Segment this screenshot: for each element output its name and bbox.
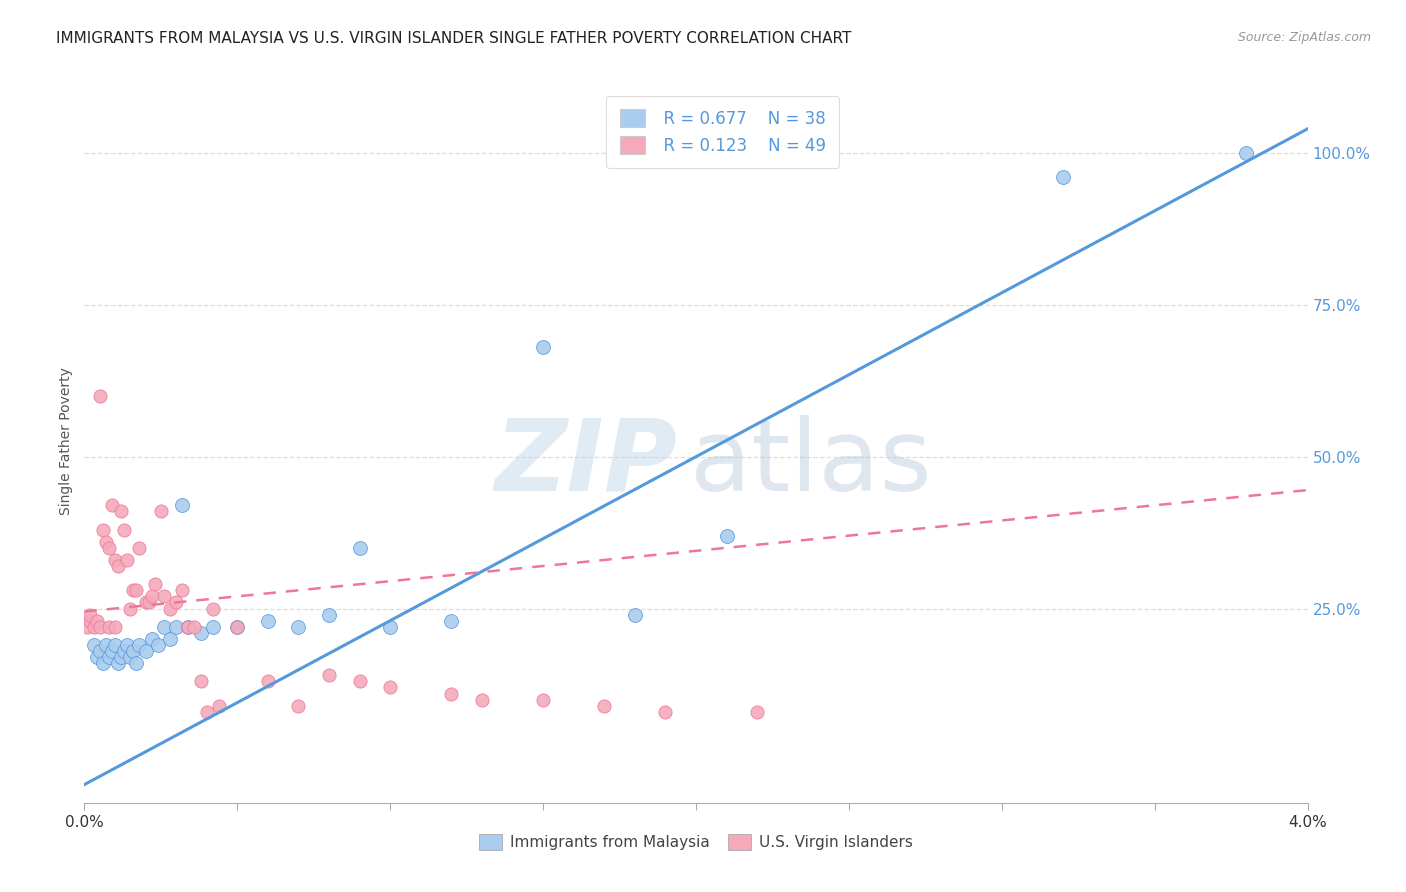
Point [125, 583, 148, 598]
Point [97, 620, 120, 634]
Point [79, 614, 101, 628]
Point [226, 620, 249, 634]
Point [380, 620, 402, 634]
Point [94, 638, 117, 652]
Text: atlas: atlas [690, 415, 932, 512]
Point [195, 705, 218, 719]
Point [79, 607, 101, 622]
Point [115, 553, 138, 567]
Point [141, 632, 163, 646]
Point [122, 583, 145, 598]
Point [128, 638, 150, 652]
Point [122, 644, 145, 658]
Legend: Immigrants from Malaysia, U.S. Virgin Islanders: Immigrants from Malaysia, U.S. Virgin Is… [474, 829, 918, 856]
Point [135, 644, 157, 658]
Point [318, 668, 340, 682]
Point [86, 650, 108, 665]
Point [349, 541, 371, 555]
Point [149, 504, 172, 518]
Point [380, 681, 402, 695]
Point [110, 504, 132, 518]
Point [159, 601, 181, 615]
Point [89, 644, 111, 658]
Point [257, 674, 280, 689]
Point [104, 620, 127, 634]
Point [97, 650, 120, 665]
Point [94, 534, 117, 549]
Point [115, 638, 138, 652]
Point [89, 389, 111, 403]
Point [201, 601, 224, 615]
Point [141, 590, 163, 604]
Point [120, 650, 142, 665]
Point [172, 583, 194, 598]
Point [624, 607, 647, 622]
Point [83, 620, 105, 634]
Point [112, 523, 135, 537]
Text: Source: ZipAtlas.com: Source: ZipAtlas.com [1237, 31, 1371, 45]
Point [110, 650, 132, 665]
Point [107, 656, 129, 670]
Point [91, 656, 114, 670]
Point [138, 595, 160, 609]
Point [593, 698, 616, 713]
Point [747, 705, 769, 719]
Point [104, 638, 127, 652]
Point [531, 340, 554, 354]
Point [318, 607, 340, 622]
Point [104, 553, 127, 567]
Point [190, 674, 212, 689]
Point [208, 698, 231, 713]
Point [112, 644, 135, 658]
Text: IMMIGRANTS FROM MALAYSIA VS U.S. VIRGIN ISLANDER SINGLE FATHER POVERTY CORRELATI: IMMIGRANTS FROM MALAYSIA VS U.S. VIRGIN … [56, 31, 852, 46]
Point [257, 614, 280, 628]
Point [165, 595, 187, 609]
Point [654, 705, 676, 719]
Point [146, 638, 169, 652]
Point [153, 620, 176, 634]
Point [143, 577, 166, 591]
Point [89, 620, 111, 634]
Point [83, 638, 105, 652]
Point [440, 614, 463, 628]
Point [177, 620, 200, 634]
Point [125, 656, 148, 670]
Point [135, 595, 157, 609]
Point [165, 620, 187, 634]
Point [86, 614, 108, 628]
Point [107, 559, 129, 574]
Point [287, 698, 309, 713]
Point [1236, 146, 1258, 161]
Y-axis label: Single Father Poverty: Single Father Poverty [59, 368, 73, 516]
Point [1052, 170, 1074, 185]
Point [471, 692, 494, 706]
Point [128, 541, 150, 555]
Point [172, 498, 194, 512]
Point [349, 674, 371, 689]
Point [440, 686, 463, 700]
Point [76, 620, 98, 634]
Point [153, 590, 176, 604]
Point [120, 601, 142, 615]
Point [101, 644, 124, 658]
Point [177, 620, 200, 634]
Point [183, 620, 205, 634]
Point [531, 692, 554, 706]
Point [91, 523, 114, 537]
Point [287, 620, 309, 634]
Point [190, 625, 212, 640]
Point [101, 498, 124, 512]
Point [716, 529, 738, 543]
Text: ZIP: ZIP [495, 415, 678, 512]
Point [226, 620, 249, 634]
Point [201, 620, 224, 634]
Point [159, 632, 181, 646]
Point [97, 541, 120, 555]
